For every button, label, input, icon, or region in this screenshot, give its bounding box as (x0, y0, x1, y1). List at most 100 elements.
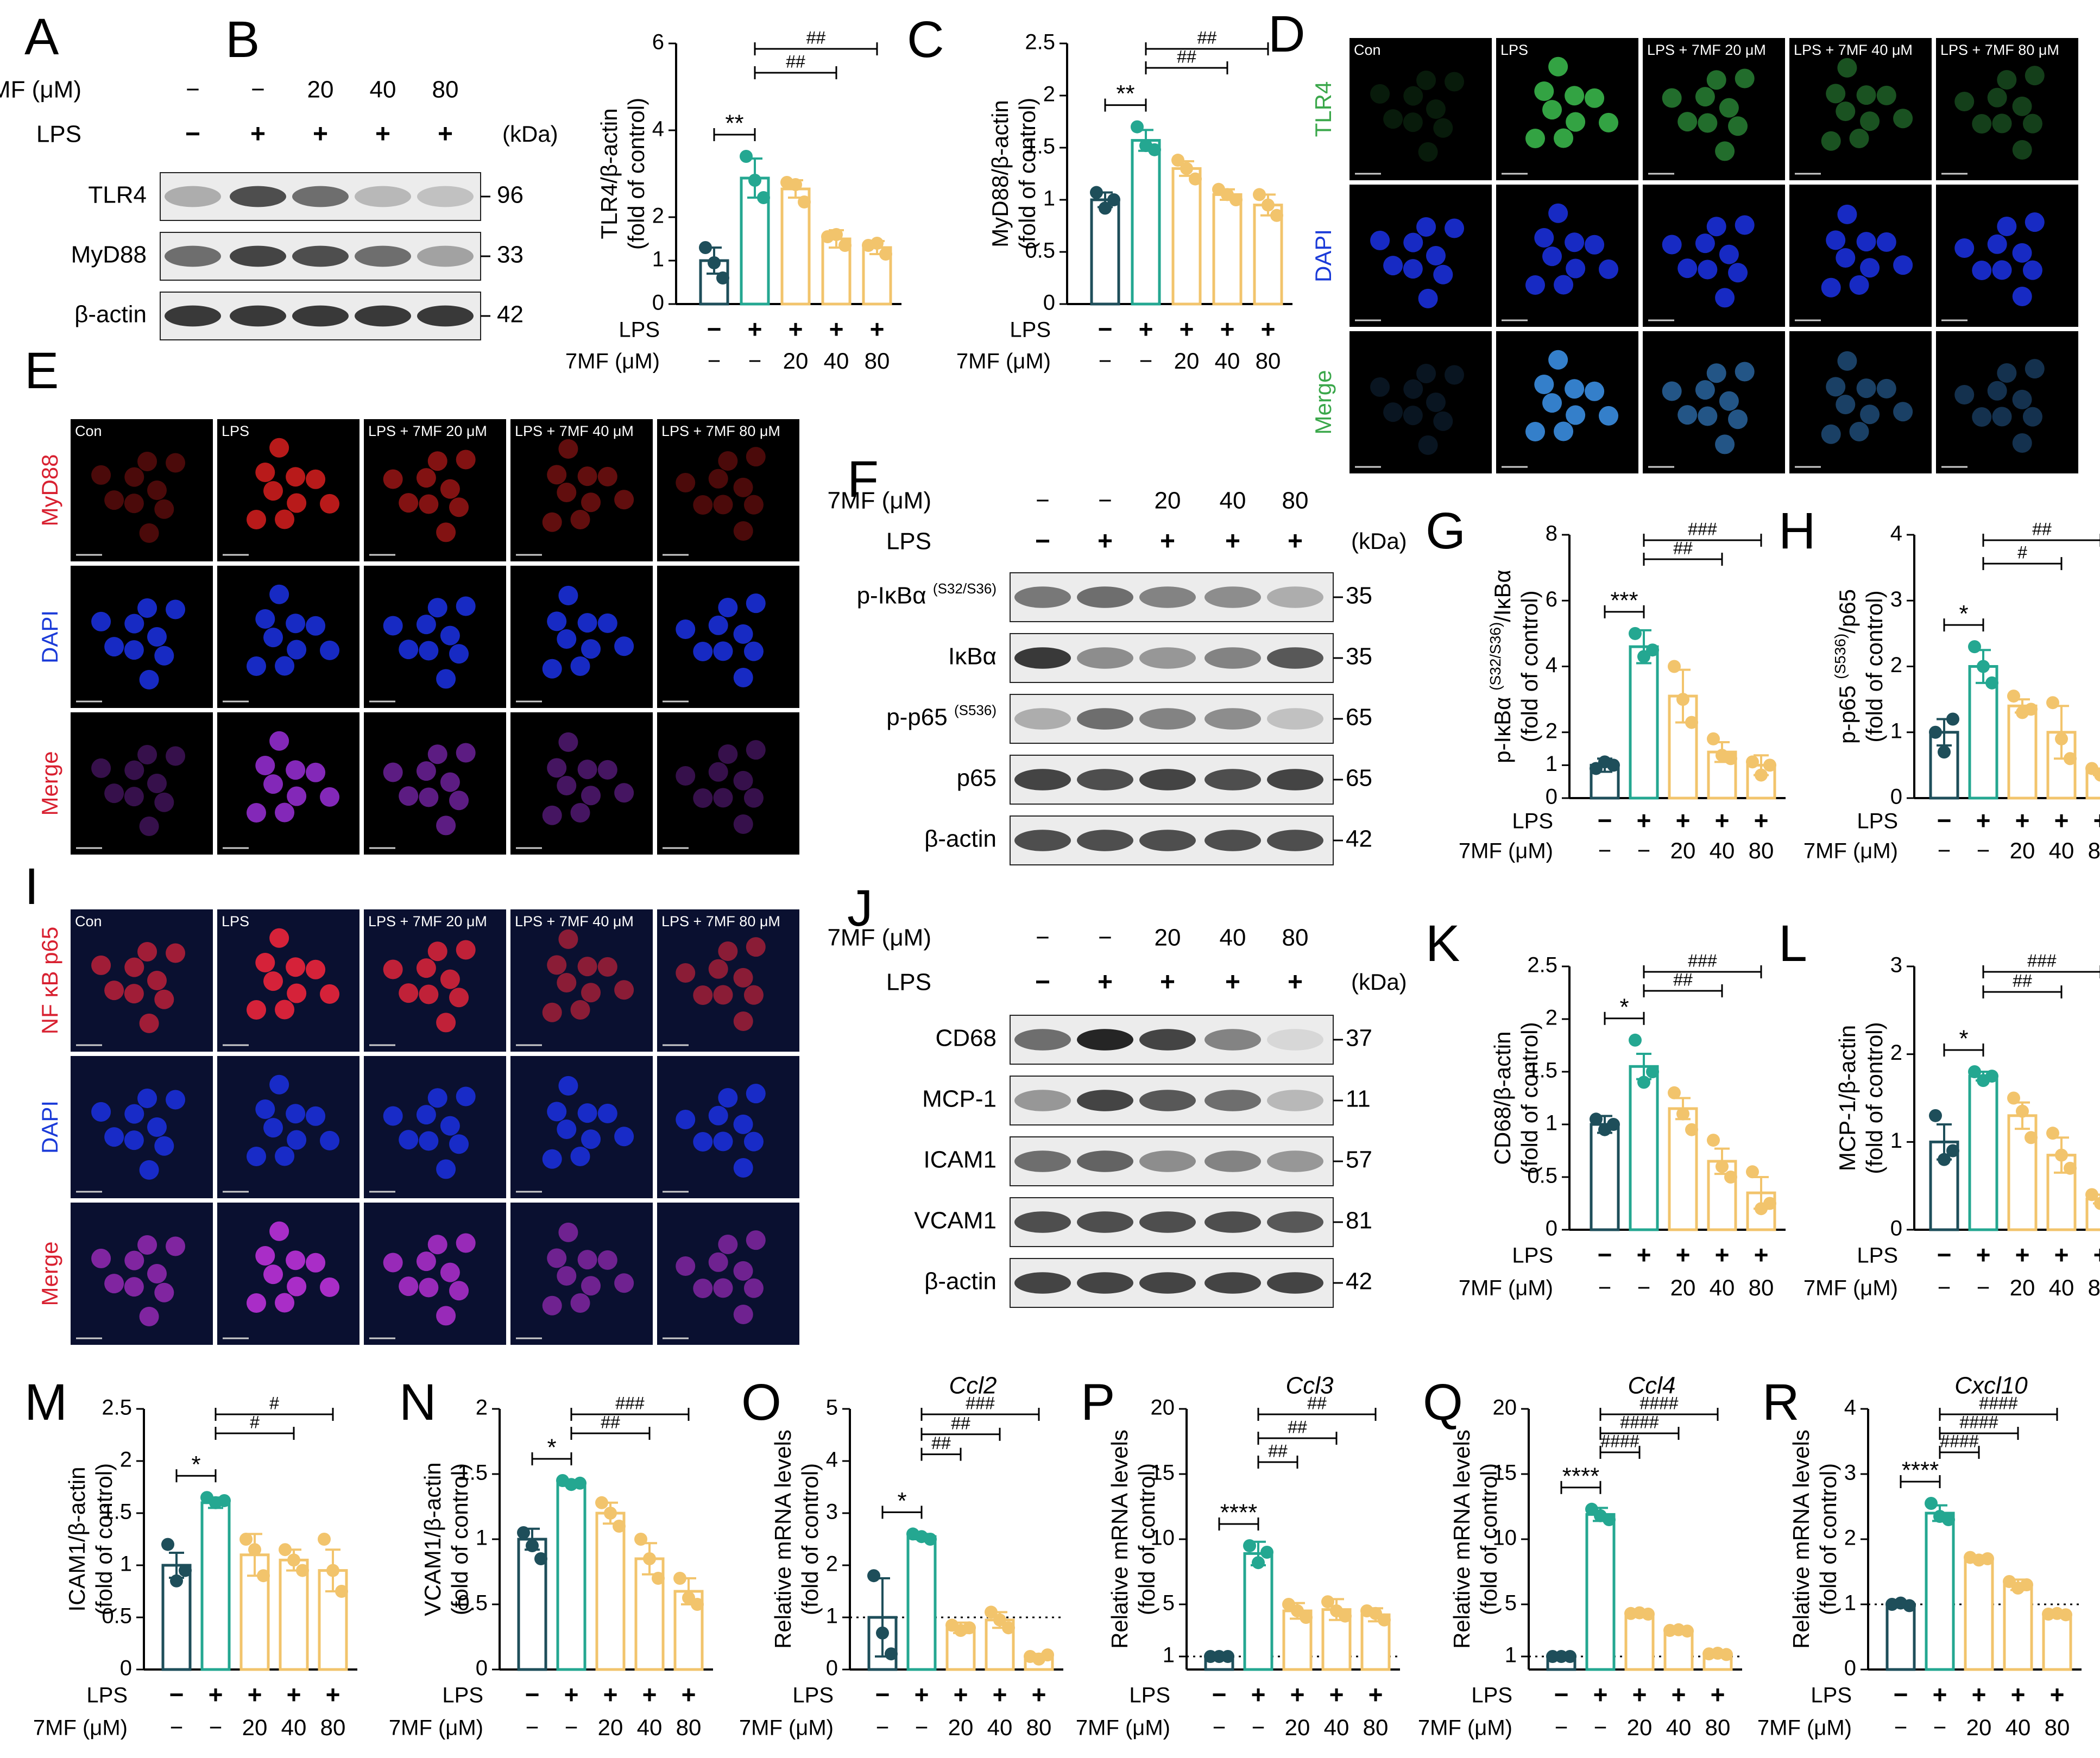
blot-row-label: TLR4 (88, 182, 147, 208)
y-tick-label: 4 (1890, 522, 1902, 546)
micrograph-cell (416, 468, 436, 488)
chart-title: Ccl4 (1628, 1373, 1675, 1399)
y-tick-label: 3 (1890, 953, 1902, 977)
micrograph-channel-label: Merge (37, 1241, 62, 1306)
data-point (517, 1526, 530, 1539)
micrograph-cell (139, 816, 159, 836)
significance-label: # (250, 1412, 260, 1432)
blot-label-lps: LPS (886, 969, 931, 996)
significance-label: #### (1600, 1431, 1639, 1451)
blot-lps-value: + (1098, 968, 1113, 997)
micrograph-cell (286, 467, 306, 487)
x-7mf-value: − (1977, 838, 1990, 863)
micrograph-cell (1706, 217, 1726, 237)
panel-letter-A: A (24, 8, 59, 66)
data-point (1243, 1539, 1256, 1552)
micrograph-cell (1433, 411, 1453, 431)
micrograph-cell (269, 438, 289, 458)
blot-7mf-value: 40 (370, 77, 396, 103)
micrograph-cell (676, 619, 696, 640)
y-tick-label: 10 (1151, 1526, 1175, 1550)
y-tick-label: 15 (1151, 1461, 1175, 1485)
panel-letter-I: I (24, 858, 39, 915)
data-point (1642, 1608, 1655, 1621)
micrograph-cell (676, 1110, 696, 1130)
micrograph-tile (364, 419, 506, 561)
data-point (1746, 755, 1759, 769)
x-lps-value: + (1329, 1680, 1344, 1709)
micrograph-cell (1706, 70, 1726, 90)
data-point (1099, 201, 1112, 215)
micrograph-cell (581, 786, 601, 806)
micrograph-cell (124, 1130, 144, 1150)
micrograph-cell (416, 615, 436, 635)
data-point (1041, 1648, 1054, 1662)
micrograph-cell (1735, 215, 1755, 235)
y-tick-label: 0.5 (1025, 239, 1055, 263)
micrograph-cell (1836, 101, 1856, 121)
micrograph-cell (713, 985, 733, 1005)
micrograph-cell (147, 1117, 167, 1137)
blot-7mf-value: 80 (1282, 488, 1309, 514)
x-7mf-value: 40 (1710, 838, 1735, 863)
x-row-label-7mf: 7MF (μM) (1076, 1716, 1170, 1740)
x-lps-value: + (2015, 1241, 2030, 1269)
blot-band (1267, 586, 1323, 608)
micrograph-cell (557, 972, 577, 992)
micrograph-cell (416, 761, 436, 781)
micrograph-cell (557, 1266, 577, 1286)
micrograph-cell (746, 1084, 766, 1104)
micrograph-cell (558, 732, 578, 752)
micrograph-cell (419, 984, 439, 1004)
micrograph-tile (71, 909, 213, 1052)
micrograph-cell (166, 943, 186, 963)
data-point (1189, 172, 1202, 186)
micrograph-channel-label: Merge (37, 751, 62, 815)
panel-letter-O: O (741, 1374, 781, 1431)
data-point (1629, 627, 1642, 640)
micrograph-cell (436, 1159, 456, 1179)
panel-letter-N: N (399, 1374, 437, 1431)
significance-label: ### (615, 1393, 645, 1413)
blot-row-label: MyD88 (71, 242, 147, 268)
blot-band (1077, 1150, 1133, 1172)
significance-label: ** (1116, 80, 1134, 107)
micrograph-cell (597, 1250, 617, 1270)
micrograph-cell (456, 596, 476, 616)
blot-band (230, 305, 286, 327)
micrograph-cell (693, 1279, 713, 1299)
data-point (2064, 1161, 2077, 1175)
blot-7mf-value: − (251, 77, 265, 103)
micrograph-cell (676, 963, 696, 983)
y-tick-label: 2 (1546, 719, 1557, 743)
micrograph-cell (247, 1000, 267, 1020)
y-axis-label: TLR4/β-actin (596, 108, 622, 239)
micrograph-tile (1349, 185, 1492, 327)
micrograph-cell (383, 469, 403, 489)
micrograph-tile (1349, 38, 1492, 180)
micrograph-tile (217, 712, 360, 855)
x-lps-value: + (829, 315, 844, 343)
blot-lps-value: − (1035, 968, 1050, 997)
data-point (885, 1647, 898, 1661)
significance-label: # (2017, 543, 2027, 562)
micrograph-cell (124, 494, 144, 514)
data-point (1253, 188, 1266, 201)
micrograph-cell (708, 1105, 728, 1125)
micrograph-cell (1383, 109, 1403, 129)
bar (1171, 167, 1202, 306)
y-tick-label: 0 (476, 1656, 488, 1680)
x-lps-value: − (1598, 1241, 1612, 1269)
micrograph-cell (1585, 88, 1605, 108)
micrograph-cell (154, 499, 174, 519)
micrograph-cell (449, 644, 469, 664)
micrograph-cell (456, 940, 476, 960)
y-tick-label: 6 (1546, 587, 1557, 611)
micrograph-cell (306, 959, 326, 979)
data-point (326, 1564, 339, 1577)
micrograph-cell (104, 1274, 124, 1294)
blot-lps-value: + (438, 120, 453, 149)
data-point (1002, 1621, 1015, 1635)
micrograph-cell (124, 957, 144, 977)
x-lps-value: + (564, 1680, 579, 1709)
